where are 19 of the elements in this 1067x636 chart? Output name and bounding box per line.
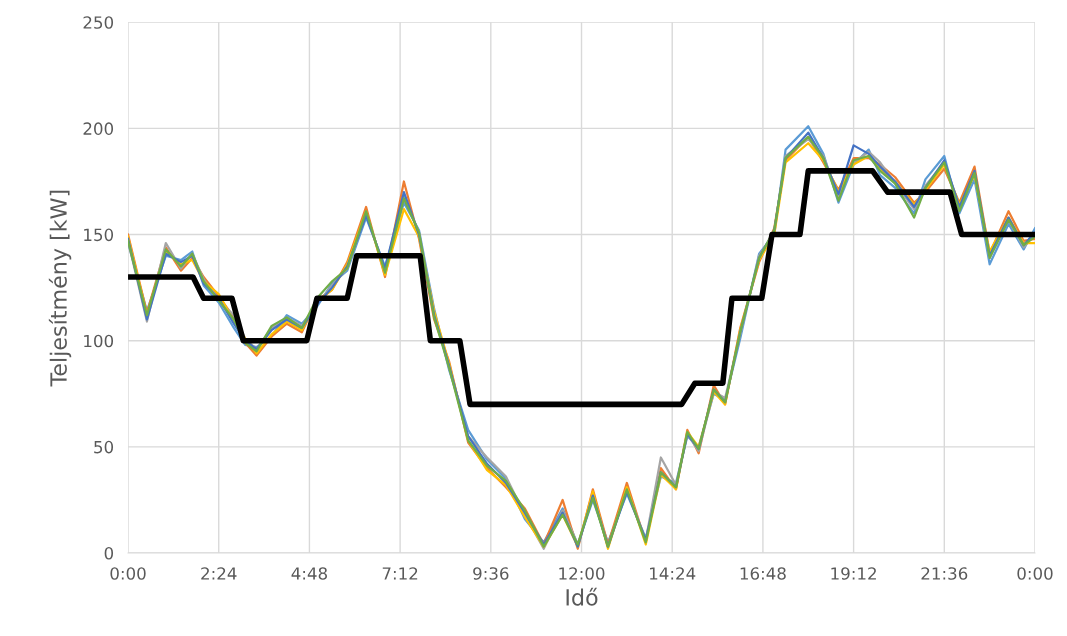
x-tick-label: 4:48 (291, 567, 327, 580)
y-tick-label: 250 (83, 16, 114, 29)
x-tick-label: 14:24 (650, 567, 696, 580)
x-tick-label: 19:12 (831, 567, 876, 580)
y-tick-label: 100 (84, 334, 114, 348)
y-tick-label: 50 (94, 440, 114, 454)
x-tick-label: 12:00 (559, 567, 605, 580)
y-tick-label: 150 (84, 228, 114, 242)
x-tick-label: 16:48 (740, 567, 786, 580)
x-tick-label: 0:00 (110, 567, 146, 580)
x-axis-title: Idő (566, 587, 598, 606)
x-tick-label: 0:00 (1017, 567, 1053, 580)
x-tick-label: 7:12 (382, 567, 418, 580)
y-tick-label: 0 (104, 546, 114, 560)
x-tick-label: 2:24 (201, 567, 237, 580)
y-axis-title: Teljesítmény [kW] (48, 190, 72, 387)
y-tick-label: 200 (83, 122, 114, 135)
x-tick-label: 9:36 (473, 567, 509, 580)
x-tick-label: 21:36 (921, 567, 968, 580)
